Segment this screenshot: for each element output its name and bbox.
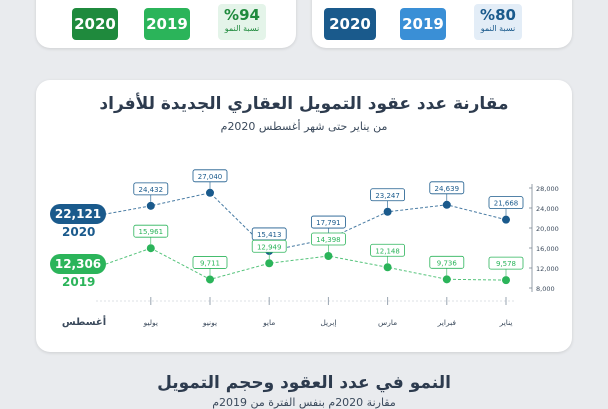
series-2019-point	[442, 275, 451, 284]
series-2020-data-label: 24,639	[435, 185, 460, 193]
bottom-section-title: النمو في عدد العقود وحجم التمويل	[157, 373, 451, 393]
y-tick-label: 24,000	[536, 205, 559, 213]
x-tick-label: إبريل	[320, 318, 336, 327]
series-2020-point	[502, 215, 510, 224]
series-2019-data-label: 9,711	[200, 259, 220, 267]
series-2020-data-label: 27,040	[198, 173, 223, 181]
y-tick-label: 16,000	[536, 245, 559, 253]
growth-rate-value: %94	[224, 6, 260, 24]
x-tick-label: مايو	[262, 318, 275, 327]
year-2019-box: 2019	[144, 8, 190, 40]
series-2020-point	[206, 188, 214, 197]
x-tick-label: يوليو	[143, 318, 158, 327]
series-2019-data-label: 14,398	[316, 236, 341, 244]
legend-total-2019: 12,306	[50, 254, 106, 274]
growth-rate-value: %80	[480, 6, 516, 24]
series-2020-point	[146, 201, 155, 210]
chart-subtitle: من يناير حتى شهر أغسطس 2020م	[220, 120, 388, 133]
line-chart: 28,000 24,000 20,000 16,000 12,000 8,000 يناير…	[62, 169, 559, 328]
series-2020-data-label: 15,413	[257, 231, 282, 239]
growth-rate-box: %80 نسبة النمو	[474, 4, 522, 40]
y-tick-label: 12,000	[536, 265, 559, 273]
chart-title: مقارنة عدد عقود التمويل العقاري الجديدة …	[99, 94, 509, 114]
series-2019-connector	[105, 247, 151, 265]
bottom-section-subtitle: مقارنة 2020م بنفس الفترة من 2019م	[212, 396, 396, 409]
year-2020-box: 2020	[72, 8, 118, 40]
series-2019-point	[502, 276, 510, 285]
x-tick-label: مارس	[378, 318, 397, 327]
series-2020-data-label: 23,247	[375, 192, 400, 200]
series-2019-label-box	[488, 256, 524, 270]
growth-rate-box: %94 نسبة النمو	[218, 4, 266, 40]
chart-card: مقارنة عدد عقود التمويل العقاري الجديدة …	[36, 80, 572, 352]
y-tick-label: 8,000	[536, 285, 555, 293]
x-tick-label: يونيو	[202, 318, 217, 327]
series-2019-data-label: 12,148	[375, 247, 400, 255]
x-tick-label: فبراير	[437, 318, 457, 327]
series-2019-data-label: 15,961	[139, 228, 164, 236]
legend-total-2020: 22,121	[50, 204, 106, 224]
legend-year-2019: 2019	[62, 275, 96, 289]
y-tick-label: 20,000	[536, 225, 559, 233]
series-2020-point	[383, 207, 392, 216]
y-tick-label: 28,000	[536, 185, 559, 193]
x-tick-label: أغسطس	[62, 315, 106, 328]
growth-rate-label: نسبة النمو	[224, 24, 260, 33]
series-2019-data-label: 12,949	[257, 243, 282, 251]
series-2020-label-box	[429, 181, 465, 195]
series-2019-point	[146, 244, 155, 253]
series-2019-point	[383, 263, 392, 272]
series-2020-data-label: 24,432	[139, 186, 164, 194]
series-2019-point	[206, 275, 214, 284]
legend-year-2020: 2020	[62, 225, 96, 239]
series-2019-point	[265, 259, 274, 268]
x-tick-label: يناير	[499, 318, 513, 327]
summary-card-financing-volume: 2020 2019 %94 نسبة النمو	[36, 0, 296, 48]
series-2019-point	[324, 252, 333, 261]
series-2019-data-label: 9,578	[496, 260, 516, 268]
summary-card-contracts-count: 2020 2019 %80 نسبة النمو	[312, 0, 572, 48]
year-2019-box: 2019	[400, 8, 446, 40]
series-2020-point	[442, 200, 451, 209]
growth-rate-label: نسبة النمو	[480, 24, 516, 33]
series-2019-data-label: 9,736	[437, 259, 458, 267]
year-2020-box: 2020	[324, 8, 376, 40]
series-2020-data-label: 17,791	[316, 219, 341, 227]
series-2020-data-label: 21,668	[494, 200, 519, 208]
series-2020-connector	[105, 205, 151, 215]
